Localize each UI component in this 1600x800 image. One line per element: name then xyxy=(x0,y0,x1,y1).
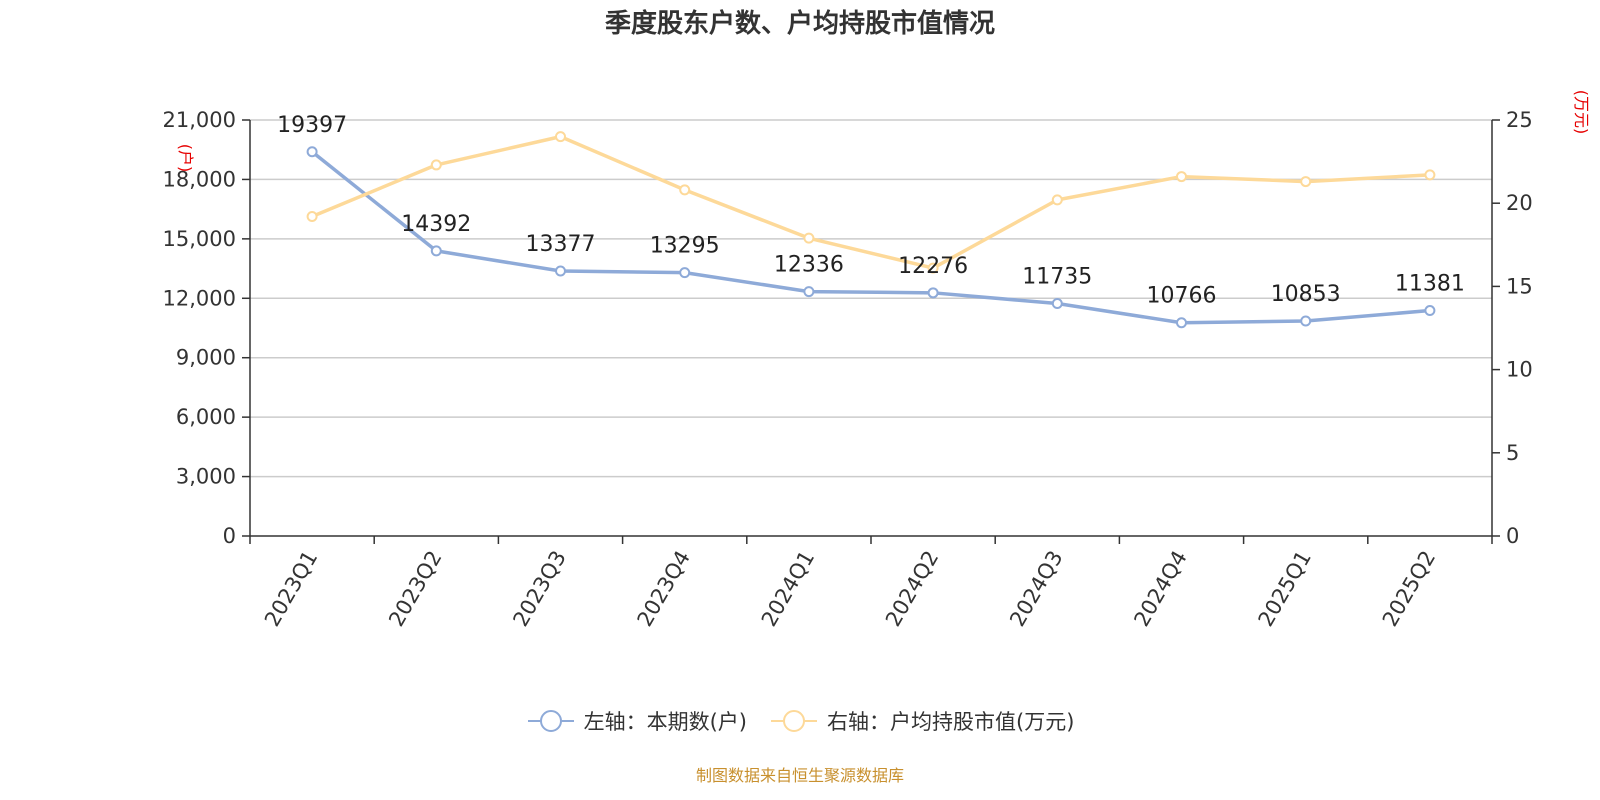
series-0-point xyxy=(1300,315,1312,327)
left-axis-tick-label: 6,000 xyxy=(176,405,236,429)
series-line-1 xyxy=(311,134,1430,270)
data-label: 10853 xyxy=(1271,282,1341,307)
series-0-point xyxy=(306,146,318,158)
left-axis-tick-label: 15,000 xyxy=(163,227,236,251)
series-0-point xyxy=(927,287,939,299)
data-label: 19397 xyxy=(277,113,347,138)
right-axis-unit: (万元) xyxy=(1572,90,1591,135)
x-axis-tick-label: 2024Q2 xyxy=(881,547,943,631)
series-1-point xyxy=(927,262,939,274)
left-axis-tick-label: 0 xyxy=(223,524,236,548)
x-axis-tick-label: 2023Q4 xyxy=(633,547,695,631)
series-0-point xyxy=(430,245,442,257)
series-1-point xyxy=(679,184,691,196)
left-axis-tick-label: 9,000 xyxy=(176,346,236,370)
series-0-point xyxy=(1176,317,1187,329)
data-label: 10766 xyxy=(1147,284,1217,309)
left-axis-tick-label: 12,000 xyxy=(163,286,236,310)
left-axis-tick-label: 21,000 xyxy=(163,108,236,132)
legend-marker-icon xyxy=(527,710,574,732)
series-0-point xyxy=(1424,305,1436,317)
right-axis-tick-label: 20 xyxy=(1506,191,1533,215)
right-axis-tick-label: 25 xyxy=(1506,108,1533,132)
data-label: 12336 xyxy=(774,253,844,278)
x-axis-tick-label: 2023Q3 xyxy=(508,547,570,631)
series-1-point xyxy=(803,232,815,244)
source-note: 制图数据来自恒生聚源数据库 xyxy=(695,766,904,785)
left-axis-unit: (户) xyxy=(176,144,195,173)
series-0-point xyxy=(803,286,815,298)
legend: 左轴：本期数(户) 右轴：户均持股市值(万元) xyxy=(0,706,1600,736)
data-label: 12276 xyxy=(898,254,968,279)
legend-label: 左轴：本期数(户) xyxy=(583,710,747,734)
series-1-point xyxy=(306,211,318,223)
series-0-point xyxy=(1051,298,1063,310)
left-axis-tick-label: 3,000 xyxy=(176,465,236,489)
x-axis-tick-label: 2023Q1 xyxy=(260,547,322,631)
right-axis-tick-label: 10 xyxy=(1506,358,1533,382)
series-1-point xyxy=(1051,194,1063,206)
series-1-point xyxy=(555,131,566,143)
series-1-point xyxy=(1300,176,1312,188)
right-axis-tick-label: 15 xyxy=(1506,274,1533,298)
right-axis-tick-label: 5 xyxy=(1506,441,1519,465)
left-axis-tick-label: 18,000 xyxy=(163,167,236,191)
legend-marker-icon xyxy=(771,710,817,732)
series-line-0 xyxy=(311,150,1431,325)
data-label: 13295 xyxy=(650,234,720,259)
legend-item-0[interactable]: 左轴：本期数(户) xyxy=(526,706,747,736)
chart-title: 季度股东户数、户均持股市值情况 xyxy=(604,9,995,39)
legend-label: 右轴：户均持股市值(万元) xyxy=(827,710,1075,734)
series-1-point xyxy=(1176,171,1187,183)
x-axis-tick-label: 2024Q4 xyxy=(1129,547,1191,631)
x-axis-tick-label: 2023Q2 xyxy=(384,547,446,631)
x-axis-tick-label: 2024Q3 xyxy=(1005,547,1067,631)
legend-item-1[interactable]: 右轴：户均持股市值(万元) xyxy=(769,706,1074,736)
series-1-point xyxy=(1424,169,1436,181)
data-label: 11381 xyxy=(1395,272,1465,297)
x-axis-tick-label: 2025Q2 xyxy=(1378,547,1440,631)
data-label: 13377 xyxy=(526,232,596,257)
x-axis-tick-label: 2024Q1 xyxy=(757,547,819,631)
data-label: 14392 xyxy=(401,212,471,237)
series-0-point xyxy=(555,265,566,277)
series-0-point xyxy=(679,267,691,279)
x-axis-tick-label: 2025Q1 xyxy=(1254,547,1316,631)
right-axis-tick-label: 0 xyxy=(1506,524,1519,548)
data-label: 11735 xyxy=(1022,265,1092,290)
series-1-point xyxy=(430,159,442,171)
